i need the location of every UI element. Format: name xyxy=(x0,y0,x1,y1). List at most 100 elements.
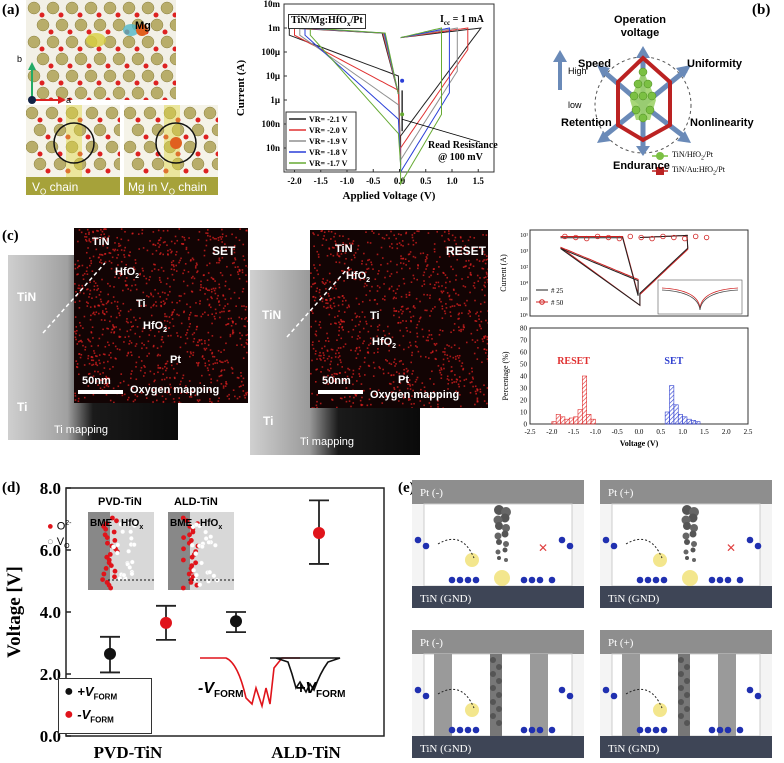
oxygen-pixel xyxy=(389,340,392,343)
oxygen-pixel xyxy=(338,310,340,312)
oxygen-pixel xyxy=(98,354,101,356)
oxygen-pixel xyxy=(230,297,232,300)
oxygen-pixel xyxy=(323,354,325,357)
oxygen-pixel xyxy=(219,271,222,274)
oxygen-pixel xyxy=(155,301,157,303)
oxygen-pixel xyxy=(92,393,95,396)
oxygen-pixel xyxy=(321,281,324,283)
oxygen-pixel xyxy=(346,306,349,309)
oxygen-pixel xyxy=(89,340,92,343)
oxygen-pixel xyxy=(147,295,150,298)
oxygen-ion-dot xyxy=(180,557,186,563)
oxygen-pixel xyxy=(194,314,197,317)
oxygen-pixel xyxy=(341,295,344,297)
oxygen-pixel xyxy=(211,401,213,403)
oxygen-pixel xyxy=(435,349,438,352)
oxygen-pixel xyxy=(82,344,84,347)
oxygen-pixel xyxy=(406,330,409,332)
oxygen-pixel xyxy=(114,248,117,251)
oxygen-pixel xyxy=(121,394,124,397)
vacancy-dot xyxy=(203,536,209,541)
oxygen-pixel xyxy=(369,342,372,345)
oxygen-pixel xyxy=(142,269,144,272)
oxygen-pixel xyxy=(411,407,413,408)
oxygen-pixel xyxy=(89,281,91,284)
oxygen-pixel xyxy=(457,313,460,316)
oxygen-pixel xyxy=(363,340,365,342)
oxygen-pixel xyxy=(77,240,79,243)
oxygen-pixel xyxy=(337,356,340,359)
oxygen-pixel xyxy=(456,355,459,357)
oxygen-pixel xyxy=(245,393,248,396)
tem-left-hfo2-b: HfO2 xyxy=(143,320,168,335)
o-atom xyxy=(97,117,103,123)
oxygen-pixel xyxy=(208,303,211,306)
o-atom xyxy=(48,63,54,69)
oxygen-pixel xyxy=(411,395,413,397)
filament-atom xyxy=(678,685,684,691)
device-svg: Pt (-)TiN (GND) xyxy=(412,630,584,758)
o-atom xyxy=(39,46,45,52)
oxygen-pixel xyxy=(83,292,85,295)
oxygen-pixel xyxy=(460,236,462,239)
vacancy-dot xyxy=(197,582,203,588)
oxygen-pixel xyxy=(483,253,486,256)
oxygen-pixel xyxy=(166,320,169,323)
oxygen-pixel xyxy=(449,298,451,301)
oxygen-pixel xyxy=(427,339,429,342)
oxygen-pixel xyxy=(470,332,473,335)
oxygen-pixel xyxy=(200,286,202,289)
oxygen-ion xyxy=(566,692,574,700)
oxygen-pixel xyxy=(191,390,194,393)
oxygen-pixel xyxy=(152,243,155,246)
oxygen-pixel xyxy=(478,260,481,262)
tem-right-scale: 50nm xyxy=(322,375,351,387)
oxygen-pixel xyxy=(238,297,241,299)
oxygen-pixel xyxy=(384,334,386,337)
filament-atom xyxy=(494,532,502,540)
oxygen-pixel xyxy=(94,370,96,373)
oxygen-pixel xyxy=(367,267,370,270)
oxygen-pixel xyxy=(479,247,481,250)
oxygen-pixel xyxy=(316,368,318,371)
oxygen-pixel xyxy=(476,388,479,391)
oxygen-pixel xyxy=(393,296,396,299)
oxygen-pixel xyxy=(479,391,482,393)
oxygen-pixel xyxy=(462,285,465,287)
oxygen-pixel xyxy=(423,404,425,407)
oxygen-pixel xyxy=(381,402,384,404)
hf-atom xyxy=(85,106,99,120)
oxygen-pixel xyxy=(113,286,115,288)
oxygen-ion xyxy=(652,726,660,734)
oxygen-pixel xyxy=(205,239,208,242)
oxygen-pixel xyxy=(159,253,161,255)
oxygen-pixel xyxy=(132,266,135,269)
hf-atom xyxy=(65,1,79,15)
hf-atom xyxy=(46,69,60,83)
oxygen-pixel xyxy=(313,407,315,408)
oxygen-pixel xyxy=(410,281,413,284)
oxygen-ion xyxy=(536,726,544,734)
oxygen-pixel xyxy=(381,340,384,343)
oxygen-pixel xyxy=(434,344,437,346)
oxygen-pixel xyxy=(379,367,381,370)
oxygen-pixel xyxy=(317,273,319,276)
oxygen-pixel xyxy=(486,387,488,389)
electrode-top-label: Pt (-) xyxy=(420,637,443,649)
oxygen-pixel xyxy=(416,230,418,232)
oxygen-pixel xyxy=(84,238,87,241)
vacancy-glow xyxy=(465,553,479,567)
hf-atom xyxy=(93,157,107,171)
oxygen-pixel xyxy=(78,353,80,355)
oxygen-pixel xyxy=(485,349,488,351)
oxygen-pixel xyxy=(231,262,234,265)
oxygen-pixel xyxy=(166,244,168,247)
oxygen-pixel xyxy=(428,276,431,278)
oxygen-pixel xyxy=(180,257,182,260)
oxygen-pixel xyxy=(125,284,128,287)
oxygen-pixel xyxy=(148,334,151,336)
oxygen-pixel xyxy=(336,245,339,248)
oxygen-pixel xyxy=(195,344,198,347)
oxygen-pixel xyxy=(456,303,459,305)
hist-bar xyxy=(669,385,675,425)
